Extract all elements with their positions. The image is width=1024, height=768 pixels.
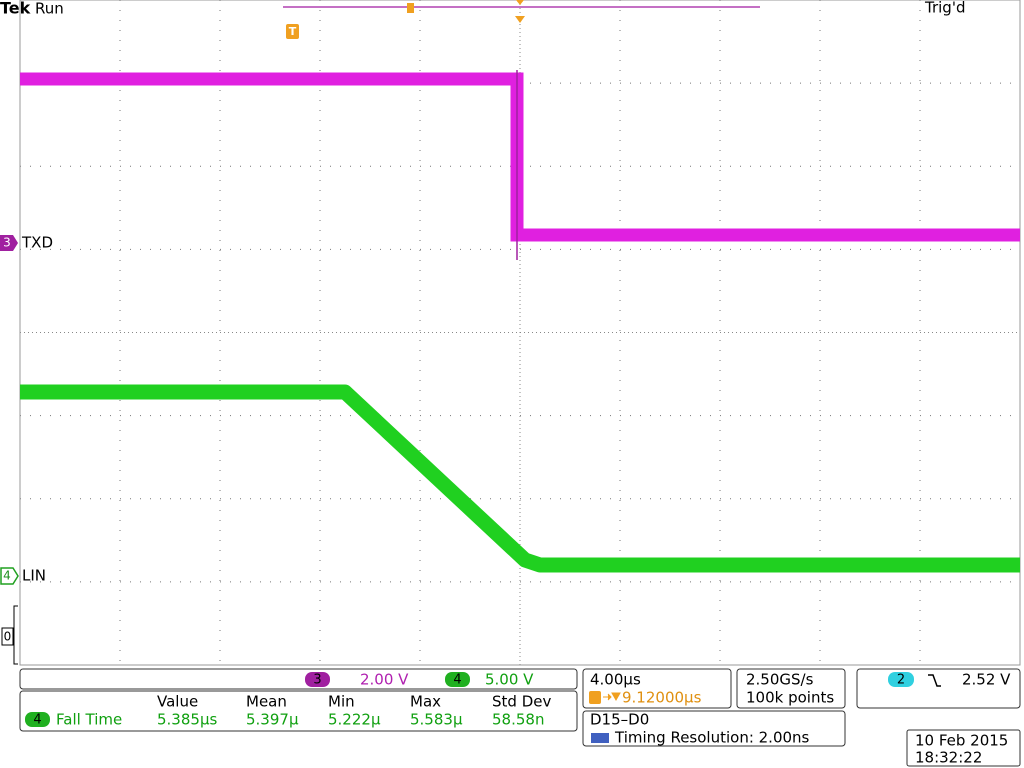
graticule-border	[19, 0, 1021, 666]
trigger-channel-badge	[888, 672, 914, 687]
falling-edge-icon	[928, 674, 941, 687]
measurement-panel	[19, 690, 578, 732]
timebase-panel	[582, 668, 732, 709]
meas-value: 58.58n	[492, 711, 544, 729]
brand: Tek	[0, 0, 31, 18]
vertical-scale-panel	[19, 668, 578, 690]
ch3-badge-number: 3	[313, 673, 321, 688]
meas-header: Value	[157, 693, 198, 711]
run-status: Run	[35, 0, 64, 18]
meas-channel-badge	[25, 712, 50, 727]
trigger-arrows	[603, 692, 621, 702]
acquisition-panel	[736, 668, 846, 709]
reference-marker-box	[1, 627, 14, 646]
trigger-state: Trig'd	[924, 0, 965, 17]
meas-value: 5.583µ	[410, 711, 463, 729]
ch3-number: 3	[3, 236, 11, 250]
trigger-marker: T	[289, 25, 297, 38]
trigger-icon	[589, 691, 601, 704]
meas-value: 5.222µ	[328, 711, 381, 729]
ch4-scale: 5.00 V	[485, 671, 534, 689]
record-length: 100k points	[746, 689, 834, 707]
meas-channel: 4	[33, 713, 41, 728]
meas-name: Fall Time	[56, 711, 122, 729]
meas-value: 5.397µ	[246, 711, 299, 729]
meas-value: 5.385µs	[157, 711, 217, 729]
timing-resolution: Timing Resolution: 2.00ns	[614, 729, 810, 747]
ch4-number: 4	[3, 569, 11, 583]
meas-header: Max	[410, 693, 441, 711]
ch3-waveform	[20, 72, 1020, 242]
trigger-position: 9.12000µs	[622, 689, 702, 707]
meas-header: Std Dev	[492, 693, 551, 711]
trigger-position-arrow	[515, 16, 525, 23]
datetime-panel	[906, 729, 1021, 767]
sample-rate: 2.50GS/s	[746, 671, 814, 689]
horizontal-scale: 4.00µs	[590, 671, 641, 689]
ch4-waveform	[20, 384, 1020, 573]
meas-header: Min	[328, 693, 355, 711]
ch4-badge-number: 4	[453, 673, 461, 688]
trigger-marker-icon	[286, 24, 299, 39]
digital-icon	[591, 733, 609, 743]
trigger-channel: 2	[897, 673, 905, 688]
reference-marker: 0	[4, 630, 12, 644]
trigger-position-top	[516, 0, 524, 5]
ch3-scale: 2.00 V	[360, 671, 409, 689]
record-view-marker	[407, 3, 414, 13]
time: 18:32:22	[915, 749, 982, 767]
digital-panel	[582, 710, 846, 747]
digital-bracket	[13, 605, 18, 665]
ch3-badge	[305, 672, 330, 687]
ch4-marker	[0, 567, 19, 585]
ch3-marker	[0, 235, 18, 251]
trigger-level: 2.52 V	[962, 671, 1011, 689]
ch4-badge	[445, 672, 470, 687]
ch3-label: TXD	[21, 234, 53, 252]
digital-channels: D15–D0	[590, 711, 649, 729]
ch4-label: LIN	[22, 567, 46, 585]
meas-header: Mean	[246, 693, 287, 711]
date: 10 Feb 2015	[915, 732, 1008, 750]
